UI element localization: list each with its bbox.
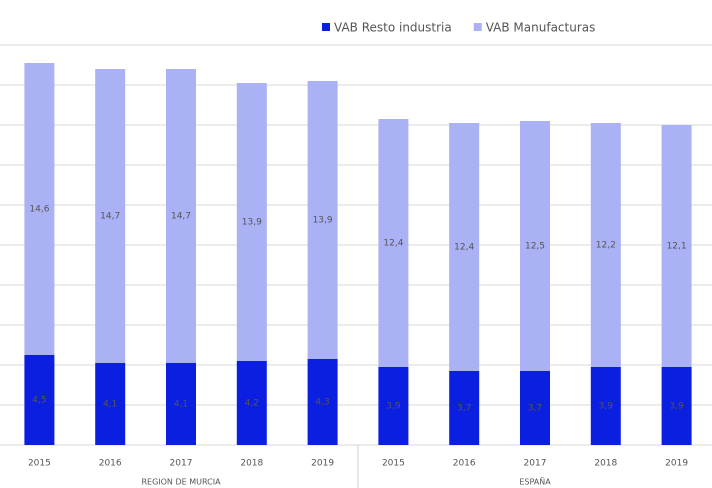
x-tick-label: 2015 [382, 459, 405, 469]
data-label: 12,1 [667, 242, 687, 252]
bar-segment [590, 367, 621, 445]
data-label: 12,2 [596, 241, 616, 251]
data-label: 3,9 [599, 402, 614, 412]
data-label: 4,5 [32, 396, 46, 406]
bar-segment [166, 363, 196, 445]
group-label: ESPAÑA [519, 477, 551, 487]
data-label: 3,9 [669, 402, 684, 412]
bar-segment [590, 123, 621, 367]
data-label: 3,7 [528, 404, 542, 414]
bar-segment [24, 63, 55, 355]
x-tick-label: 2017 [524, 459, 547, 469]
bar-segment [166, 69, 196, 363]
bar-segment [307, 359, 338, 445]
x-tick-label: 2015 [28, 459, 51, 469]
data-label: 14,7 [171, 212, 191, 222]
bar-segment [378, 119, 409, 367]
bar-segment [661, 125, 692, 367]
data-label: 3,9 [386, 402, 401, 412]
group-label: REGION DE MURCIA [141, 478, 221, 487]
data-label: 12,4 [383, 239, 403, 249]
data-label: 13,9 [313, 216, 333, 226]
data-label: 12,5 [525, 242, 545, 252]
data-label: 4,3 [315, 398, 329, 408]
data-label: 4,1 [103, 400, 117, 410]
bar-segment [449, 123, 480, 371]
x-tick-label: 2018 [594, 459, 617, 469]
bar-segment [307, 81, 338, 359]
data-label: 12,4 [454, 243, 474, 253]
bar-segment [520, 371, 550, 445]
x-tick-label: 2017 [170, 459, 193, 469]
data-label: 4,1 [174, 400, 188, 410]
legend-label: VAB Manufacturas [486, 21, 596, 35]
x-tick-label: 2018 [240, 459, 263, 469]
bar-segment [236, 361, 267, 445]
bar-segment [520, 121, 550, 371]
x-tick-label: 2019 [665, 459, 688, 469]
legend-label: VAB Resto industria [334, 21, 452, 35]
bar-segment [95, 363, 126, 445]
legend-swatch [473, 23, 482, 31]
bar-segment [449, 371, 480, 445]
data-label: 14,6 [29, 205, 49, 215]
x-tick-label: 2016 [99, 459, 122, 469]
x-tick-label: 2019 [311, 459, 334, 469]
bar-segment [95, 69, 126, 363]
data-label: 13,9 [242, 218, 262, 228]
data-label: 14,7 [100, 212, 120, 222]
x-tick-label: 2016 [453, 459, 476, 469]
bar-segment [236, 83, 267, 361]
legend-swatch [322, 23, 330, 31]
data-label: 3,7 [457, 404, 471, 414]
bar-segment [24, 355, 55, 445]
bar-segment [378, 367, 409, 445]
data-label: 4,2 [245, 399, 259, 409]
bar-segment [661, 367, 692, 445]
